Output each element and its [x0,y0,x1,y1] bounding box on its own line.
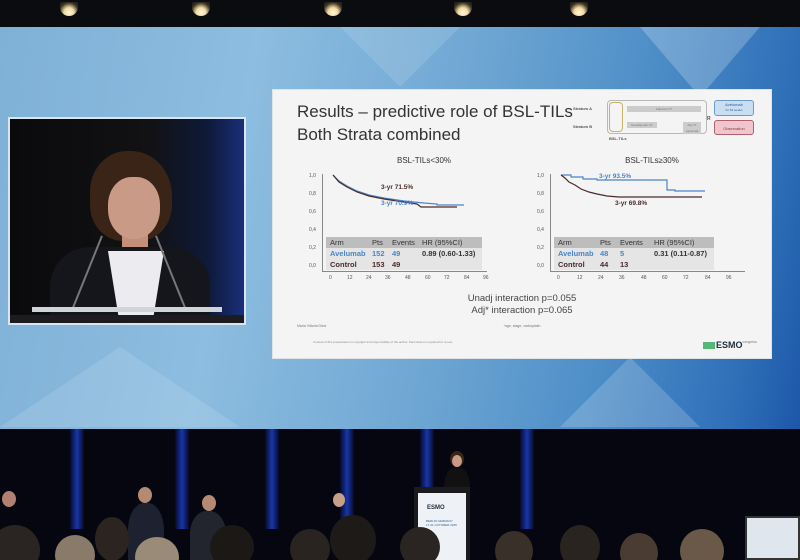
stage-area: ESMO BERLIN GERMANY 17-21 OCTOBER 2025 [0,429,800,560]
chart-title: BSL-TILs≥30% [625,156,679,165]
panelist [333,493,345,507]
slide-title: Results – predictive role of BSL-TILs Bo… [297,100,573,146]
survival-curves [560,174,705,198]
author-name: Maria Vittoria Dieci [297,324,327,328]
bsl-tils-label: BSL-TILs [609,136,627,141]
podium-event-info: BERLIN GERMANY 17-21 OCTOBER 2025 [426,519,457,527]
survival-curves [332,174,464,208]
adjuvant-chip: Adjuvant CT [627,106,701,112]
randomization-label: R [707,116,711,122]
speaker-face [108,177,160,239]
curtain-light [175,429,189,529]
laptop-screen [745,516,800,560]
stratum-a-label: Stratum A [573,106,592,111]
audience-member [620,533,658,560]
chart-title: BSL-TILs<30% [396,156,452,165]
panelist [2,491,16,507]
audience-member [55,535,95,560]
presentation-slide: Results – predictive role of BSL-TILs Bo… [272,89,772,359]
adj-ct-chip: Adj CT (optional) [683,122,701,134]
neoadjuvant-chip: Neoadjuvant CT [627,122,657,128]
audience-member [210,525,254,560]
control-3yr-label: 3-yr 71.5% [381,184,414,191]
adj-pvalue: Adj* interaction p=0.065 [471,305,573,316]
curtain-light [70,429,84,529]
curtain-light [520,429,534,529]
table-row: Control 153 49 [330,260,401,269]
audience-member [495,531,533,560]
podium-logo: ESMO [427,505,445,511]
control-3yr-label: 3-yr 69.8% [615,200,648,207]
audience-member [0,525,40,560]
design-box [607,100,707,134]
audience-member [290,529,330,560]
logo-mark-icon [703,342,715,350]
spotlight [570,2,588,16]
copyright-notice: Content of this presentation is copyrigh… [313,340,454,344]
bg-triangle [560,357,700,427]
audience-member [330,515,376,560]
spotlight [60,2,78,16]
spotlight [192,2,210,16]
stratum-b-label: Stratum B [573,124,593,129]
results-table: Arm Pts Events HR (95%CI) Avelumab 152 4… [326,237,482,270]
speaker-video-feed [8,117,246,325]
slide-title-line2: Both Strata combined [297,125,461,144]
audience-member [135,537,179,560]
spotlight [454,2,472,16]
panelist [138,487,152,503]
curtain-light [265,429,279,529]
audience-member [400,527,440,560]
avelumab-3yr-label: 3-yr 70.9% [381,200,414,207]
avelumab-arm-box: Avelumab for 52 weeks [714,100,754,116]
bg-triangle [340,27,460,87]
spotlight [324,2,342,16]
ceiling [0,0,800,28]
bg-triangle [640,27,760,97]
results-table: Arm Pts Events HR (95%CI) Avelumab 48 5 … [554,237,714,270]
km-chart-low-tils: BSL-TILs<30% 1,0 0,8 0,6 0,4 0,2 0,0 0 1… [309,156,539,296]
table-row: Avelumab 152 49 0.89 (0.60-1.33) [330,249,476,258]
interaction-pvalues: Unadj interaction p=0.055 Adj* interacti… [273,293,771,317]
unadj-pvalue: Unadj interaction p=0.055 [467,293,577,304]
audience-member [560,525,600,560]
table-row: Avelumab 48 5 0.31 (0.11-0.87) [558,249,707,258]
adjustment-footnote: *age, stage, carboplatin [503,324,541,328]
panelist [202,495,216,511]
esmo-logo: ESMOcongress [703,340,757,350]
audience-member [680,529,724,560]
tils-box [609,102,623,132]
table-row: Control 44 13 [558,260,629,269]
curtain-light [340,429,354,529]
avelumab-3yr-label: 3-yr 93.5% [599,173,632,180]
slide-title-line1: Results – predictive role of BSL-TILs [297,102,573,121]
bg-triangle [0,347,240,427]
study-design-diagram: Stratum A Stratum B Adjuvant CT Neoadjuv… [573,96,763,142]
observation-arm-box: Observation [714,120,754,135]
audience-member [95,517,129,560]
km-chart-high-tils: BSL-TILs≥30% 1,0 0,8 0,6 0,4 0,2 0,0 0 1… [537,156,767,296]
